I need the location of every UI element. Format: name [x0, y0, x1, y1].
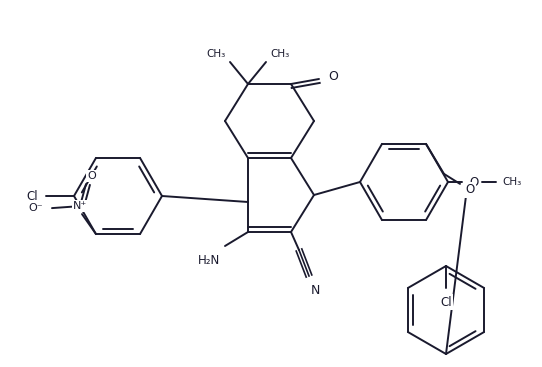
Text: O: O	[469, 175, 479, 189]
Text: Cl: Cl	[26, 189, 38, 203]
Text: N: N	[311, 283, 320, 297]
Text: O: O	[328, 70, 338, 84]
Text: O: O	[88, 171, 96, 181]
Text: CH₃: CH₃	[502, 177, 521, 187]
Text: O⁻: O⁻	[29, 203, 43, 213]
Text: O: O	[466, 184, 475, 196]
Text: Cl: Cl	[440, 295, 452, 309]
Text: CH₃: CH₃	[270, 49, 289, 59]
Text: H₂N: H₂N	[198, 254, 220, 266]
Text: N⁺: N⁺	[73, 201, 87, 211]
Text: CH₃: CH₃	[207, 49, 225, 59]
